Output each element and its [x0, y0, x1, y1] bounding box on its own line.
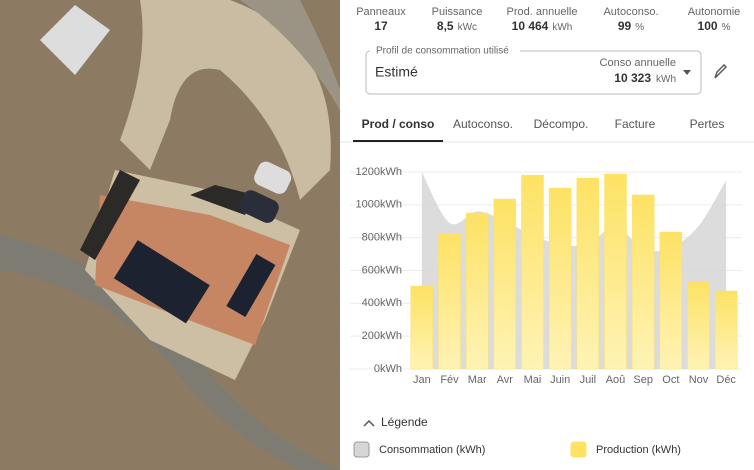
x-tick-label: Déc — [716, 374, 736, 386]
y-tick-label: 600kWh — [362, 264, 402, 276]
y-tick-label: 1000kWh — [356, 199, 402, 211]
stat-number: 99 — [618, 19, 632, 33]
tab-indicator — [353, 140, 443, 142]
profile-select[interactable] — [365, 50, 702, 95]
tab[interactable]: Autoconso. — [453, 117, 513, 131]
stat-number: 8,5 — [437, 19, 454, 33]
bar — [493, 198, 517, 370]
tab[interactable]: Décompo. — [534, 117, 589, 131]
x-tick-label: Juin — [550, 374, 570, 386]
stat-unit: kWh — [552, 22, 572, 33]
stat-label: Autonomie — [688, 6, 741, 18]
y-tick-label: 1200kWh — [356, 166, 402, 178]
legend-label: Production (kWh) — [596, 444, 681, 456]
stat-label: Panneaux — [356, 6, 406, 18]
legend-label: Consommation (kWh) — [379, 444, 485, 456]
x-tick-label: Sep — [633, 374, 653, 386]
stat-label: Autoconso. — [603, 6, 658, 18]
conso-number: 10 323 — [614, 71, 651, 85]
bar — [548, 187, 572, 370]
x-tick-label: Nov — [689, 374, 709, 386]
edit-icon[interactable] — [714, 64, 727, 79]
y-tick-label: 400kWh — [362, 297, 402, 309]
profile-legend: Profil de consommation utilisé — [376, 46, 509, 57]
bar — [465, 212, 489, 370]
stat-value: 100% — [698, 19, 731, 33]
bar — [604, 173, 627, 370]
bar — [521, 174, 544, 370]
tab[interactable]: Pertes — [690, 117, 725, 131]
stat-value: 17 — [374, 19, 388, 33]
stat-number: 10 464 — [512, 19, 549, 33]
x-tick-label: Jan — [413, 374, 431, 386]
tab[interactable]: Prod / conso — [362, 117, 435, 131]
conso-value: 10 323 kWh — [614, 71, 676, 85]
bar — [631, 194, 655, 370]
y-tick-label: 0kWh — [374, 363, 402, 375]
y-tick-label: 200kWh — [362, 330, 402, 342]
stat-value: 10 464 kWh — [512, 19, 573, 33]
stat-value: 8,5 kWc — [437, 19, 477, 33]
x-tick-label: Avr — [497, 374, 514, 386]
x-tick-label: Fév — [440, 374, 459, 386]
x-tick-label: Mai — [524, 374, 542, 386]
conso-unit: kWh — [656, 74, 676, 85]
bar — [438, 233, 461, 370]
bar — [659, 231, 683, 370]
bar — [687, 281, 710, 370]
x-tick-label: Mar — [468, 374, 487, 386]
x-tick-label: Oct — [662, 374, 679, 386]
stat-unit: kWc — [458, 22, 477, 33]
stat-label: Puissance — [432, 6, 483, 18]
legend-swatch — [353, 441, 370, 458]
stat-unit: % — [635, 22, 644, 33]
bar — [714, 290, 738, 370]
x-tick-label: Aoû — [606, 374, 626, 386]
x-tick-label: Juil — [580, 374, 597, 386]
panel — [340, 0, 754, 470]
stat-value: 99% — [618, 19, 644, 33]
legend-title[interactable]: Légende — [381, 415, 428, 429]
legend-swatch — [570, 441, 587, 458]
profile-value: Estimé — [375, 64, 418, 80]
stat-label: Prod. annuelle — [507, 6, 578, 18]
stat-unit: % — [722, 22, 731, 33]
aerial-image — [0, 0, 340, 470]
bar — [410, 285, 434, 370]
bar — [576, 177, 600, 370]
stat-number: 100 — [698, 19, 718, 33]
tab[interactable]: Facture — [615, 117, 656, 131]
y-tick-label: 800kWh — [362, 232, 402, 244]
stat-number: 17 — [374, 19, 388, 33]
conso-label: Conso annuelle — [600, 57, 676, 69]
